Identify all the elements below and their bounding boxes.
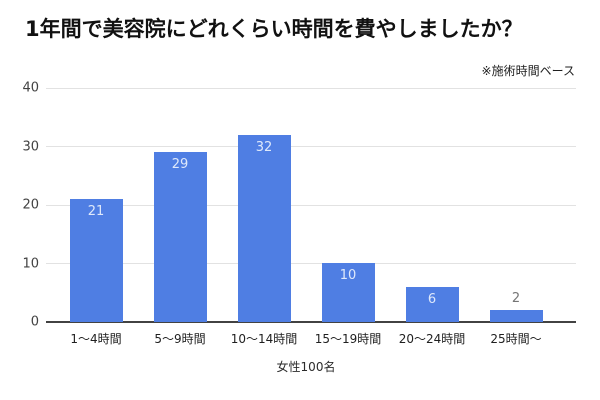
bar: [321, 263, 375, 322]
x-tick-label: 15～19時間: [314, 332, 382, 346]
bar: [489, 310, 543, 322]
y-tick-label: 10: [22, 256, 39, 271]
x-tick-label: 10～14時間: [230, 332, 298, 346]
gridline: [46, 87, 576, 89]
y-tick-label: 20: [22, 197, 39, 213]
y-tick-label: 40: [22, 80, 39, 96]
bar-value-label: 2: [511, 291, 521, 306]
gridline: [46, 204, 576, 206]
bar-value-label: 29: [171, 157, 189, 172]
gridline: [46, 146, 576, 147]
bar: [153, 152, 207, 322]
bar-value-label: 32: [255, 140, 273, 155]
bar: [405, 287, 459, 322]
chart-footnote: ※施術時間ベース: [481, 64, 575, 78]
bar: [237, 135, 291, 322]
x-tick-label: 5～9時間: [154, 332, 206, 346]
bar-value-label: 6: [427, 292, 437, 307]
y-tick-label: 30: [22, 139, 39, 154]
x-tick-label: 20～24時間: [398, 332, 466, 346]
y-tick-label: 0: [30, 314, 39, 330]
bar-value-label: 21: [87, 204, 105, 219]
gridline: [46, 263, 576, 264]
x-tick-label: 25時間～: [490, 332, 542, 346]
x-tick-label: 1～4時間: [70, 332, 122, 346]
x-axis-title: 女性100名: [276, 360, 336, 374]
chart-title: 1年間で美容院にどれくらい時間を費やしましたか？: [25, 17, 523, 41]
bar-value-label: 10: [339, 268, 357, 283]
x-axis-line: [46, 321, 576, 323]
bar: [69, 199, 123, 322]
